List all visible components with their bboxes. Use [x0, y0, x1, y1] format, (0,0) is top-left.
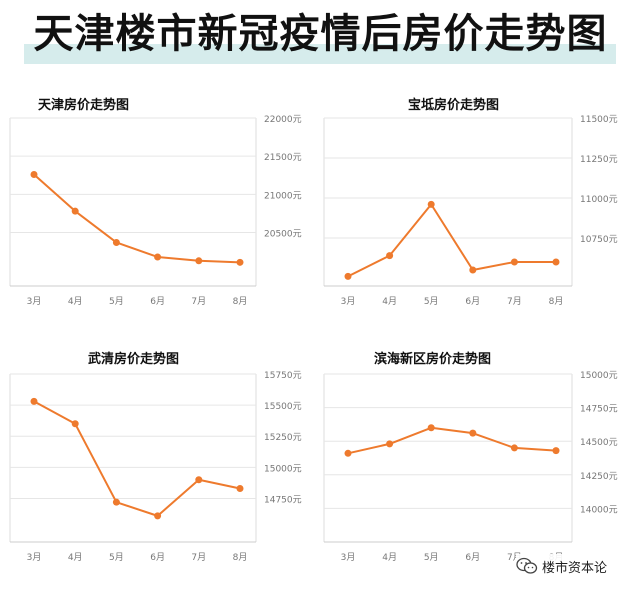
x-tick-label: 5月	[109, 552, 124, 563]
data-point	[71, 207, 79, 215]
x-tick-label: 4月	[382, 296, 397, 307]
data-point	[552, 258, 560, 266]
line-chart-baodi: 10750元 11000元 11250元 11500元 3月 4月 5月 6月 7月 8月	[323, 115, 618, 307]
line-chart-tianjin: 20500元 21000元 21500元 22000元 3月 4月 5月 6月 7月 8月	[9, 115, 302, 307]
y-tick-label: 14000元	[580, 505, 618, 515]
y-tick-label: 15500元	[264, 402, 302, 412]
data-point	[427, 200, 435, 208]
x-tick-label: 7月	[191, 552, 206, 563]
x-tick-label: 8月	[549, 296, 564, 307]
y-tick-label: 11500元	[580, 115, 618, 125]
x-tick-label: 6月	[150, 552, 165, 563]
data-point	[386, 440, 394, 448]
page-title: 天津楼市新冠疫情后房价走势图	[33, 11, 608, 57]
chart-panel-binhai: 滨海新区房价走势图 14000元 14250元 14500元 14750元 15000元 3…	[318, 344, 618, 574]
series-line	[33, 173, 241, 264]
line-chart-wuqing: 14750元 15000元 15250元 15500元 15750元 3月 4月 5月 6月 7月…	[9, 371, 302, 563]
y-tick-label: 11000元	[580, 195, 618, 205]
x-tick-label: 5月	[424, 296, 439, 307]
data-point	[236, 258, 244, 266]
data-point	[30, 397, 38, 405]
chart-title: 滨海新区房价走势图	[374, 352, 492, 367]
chart-title: 宝坻房价走势图	[408, 98, 500, 113]
data-point	[112, 498, 120, 506]
x-tick-label: 4月	[68, 296, 83, 307]
title-highlight-band	[24, 44, 616, 64]
series-line	[347, 426, 557, 455]
y-tick-label: 10750元	[580, 235, 618, 245]
x-tick-label: 5月	[424, 552, 439, 563]
data-point	[195, 476, 203, 484]
data-point	[469, 266, 477, 274]
x-tick-label: 6月	[465, 552, 480, 563]
y-tick-label: 22000元	[264, 115, 302, 125]
x-tick-label: 3月	[341, 296, 356, 307]
data-point	[154, 512, 162, 520]
x-tick-label: 8月	[233, 296, 248, 307]
chart-panel-tianjin: 天津房价走势图 20500元 21000元 21500元 22000元 3月 4月 5月 6月 7…	[6, 90, 306, 315]
series-line	[33, 400, 241, 517]
y-tick-label: 20500元	[264, 230, 302, 240]
y-tick-label: 14750元	[580, 405, 618, 415]
x-tick-label: 4月	[68, 552, 83, 563]
chart-title: 天津房价走势图	[38, 98, 130, 113]
watermark: 楼市资本论	[516, 554, 608, 578]
wechat-icon	[516, 557, 538, 574]
y-tick-label: 21000元	[264, 191, 302, 201]
y-tick-label: 21500元	[264, 153, 302, 163]
y-tick-label: 15000元	[264, 464, 302, 474]
y-tick-label: 14500元	[580, 438, 618, 448]
x-tick-label: 7月	[507, 296, 522, 307]
chart-panel-wuqing: 武清房价走势图 14750元 15000元 15250元 15500元 15750元 3月 4…	[6, 344, 306, 574]
x-tick-label: 3月	[27, 552, 42, 563]
data-point	[552, 447, 560, 455]
x-tick-label: 6月	[465, 296, 480, 307]
y-tick-label: 14250元	[580, 472, 618, 482]
x-tick-label: 5月	[109, 296, 124, 307]
data-point	[469, 429, 477, 437]
data-point	[112, 238, 120, 246]
data-point	[236, 484, 244, 492]
y-tick-label: 15750元	[264, 371, 302, 381]
data-point	[427, 424, 435, 432]
data-point	[344, 272, 352, 280]
x-tick-label: 8月	[233, 552, 248, 563]
data-point	[154, 253, 162, 261]
y-tick-label: 15250元	[264, 433, 302, 443]
x-tick-label: 7月	[507, 552, 522, 563]
x-tick-label: 3月	[27, 296, 42, 307]
title-banner: 天津楼市新冠疫情后房价走势图	[0, 0, 641, 70]
data-point	[510, 258, 518, 266]
x-tick-label: 7月	[191, 296, 206, 307]
data-point	[386, 252, 394, 260]
chart-panel-baodi: 宝坻房价走势图 10750元 11000元 11250元 11500元 3月 4月 5月 6月 7…	[318, 90, 618, 315]
chart-title: 武清房价走势图	[88, 352, 180, 367]
watermark-text: 楼市资本论	[542, 560, 608, 576]
x-tick-label: 3月	[341, 552, 356, 563]
data-point	[195, 257, 203, 265]
y-tick-label: 14750元	[264, 495, 302, 505]
x-tick-label: 6月	[150, 296, 165, 307]
x-tick-label: 4月	[382, 552, 397, 563]
data-point	[30, 171, 38, 179]
series-line	[347, 203, 556, 278]
y-tick-label: 15000元	[580, 371, 618, 381]
data-point	[344, 449, 352, 457]
data-point	[510, 444, 518, 452]
y-tick-label: 11250元	[580, 155, 618, 165]
data-point	[71, 420, 79, 428]
line-chart-binhai: 14000元 14250元 14500元 14750元 15000元 3月 4月 5月 6月 7月…	[323, 371, 618, 563]
